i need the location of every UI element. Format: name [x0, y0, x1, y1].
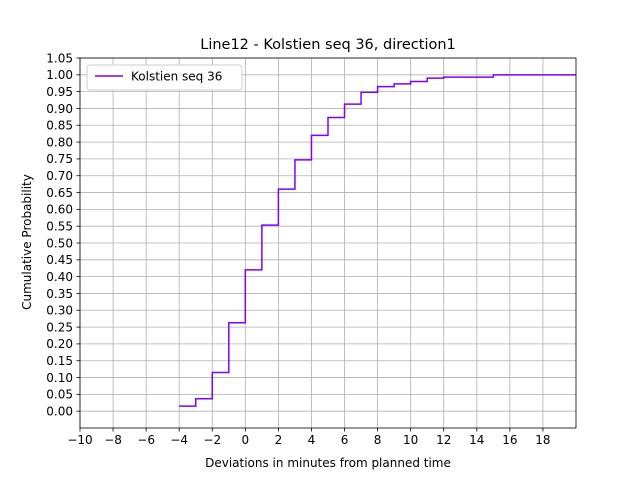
y-tick-label: 0.90 [46, 102, 73, 116]
x-tick-label: 4 [308, 433, 316, 447]
x-tick-label: 6 [341, 433, 349, 447]
x-tick-label: 10 [403, 433, 418, 447]
x-tick-label: 12 [436, 433, 451, 447]
x-axis-label: Deviations in minutes from planned time [205, 456, 451, 470]
y-tick-label: 0.20 [46, 337, 73, 351]
y-tick-label: 1.05 [46, 51, 73, 65]
x-tick-label: 0 [242, 433, 250, 447]
x-axis: −10 −8 −6 −4 −2 0 2 4 6 8 10 12 14 16 18 [67, 428, 551, 447]
y-tick-label: 0.55 [46, 219, 73, 233]
y-tick-label: 0.15 [46, 354, 73, 368]
x-tick-label: 16 [502, 433, 517, 447]
x-tick-label: 2 [275, 433, 283, 447]
y-tick-label: 0.65 [46, 186, 73, 200]
series-line-0 [179, 74, 576, 407]
y-tick-label: 0.30 [46, 304, 73, 318]
x-tick-label: 8 [374, 433, 382, 447]
y-tick-label: 0.95 [46, 85, 73, 99]
x-tick-label: 18 [535, 433, 550, 447]
y-tick-label: 0.70 [46, 169, 73, 183]
x-tick-label: −2 [203, 433, 221, 447]
y-tick-label: 0.00 [46, 404, 73, 418]
y-tick-label: 0.35 [46, 287, 73, 301]
y-axis-label: Cumulative Probability [20, 174, 34, 310]
y-tick-label: 0.85 [46, 119, 73, 133]
x-tick-label: 14 [469, 433, 484, 447]
legend[interactable]: Kolstien seq 36 [86, 64, 243, 91]
y-axis: 0.00 0.05 0.10 0.15 0.20 0.25 0.30 0.35 0.40 0.45… [46, 51, 80, 418]
y-tick-label: 0.25 [46, 320, 73, 334]
series-layer [179, 74, 576, 407]
x-tick-label: −8 [104, 433, 122, 447]
legend-label: Kolstien seq 36 [131, 70, 222, 84]
y-tick-label: 0.80 [46, 135, 73, 149]
y-tick-label: 0.10 [46, 371, 73, 385]
y-tick-label: 0.60 [46, 203, 73, 217]
x-tick-label: −4 [170, 433, 188, 447]
y-tick-label: 1.00 [46, 68, 73, 82]
legend-box [86, 64, 243, 91]
y-tick-label: 0.50 [46, 236, 73, 250]
y-tick-label: 0.40 [46, 270, 73, 284]
x-tick-label: −10 [67, 433, 92, 447]
y-tick-label: 0.45 [46, 253, 73, 267]
y-tick-label: 0.75 [46, 152, 73, 166]
x-tick-label: −6 [137, 433, 155, 447]
y-tick-label: 0.05 [46, 388, 73, 402]
chart-title: Line12 - Kolstien seq 36, direction1 [200, 37, 456, 53]
